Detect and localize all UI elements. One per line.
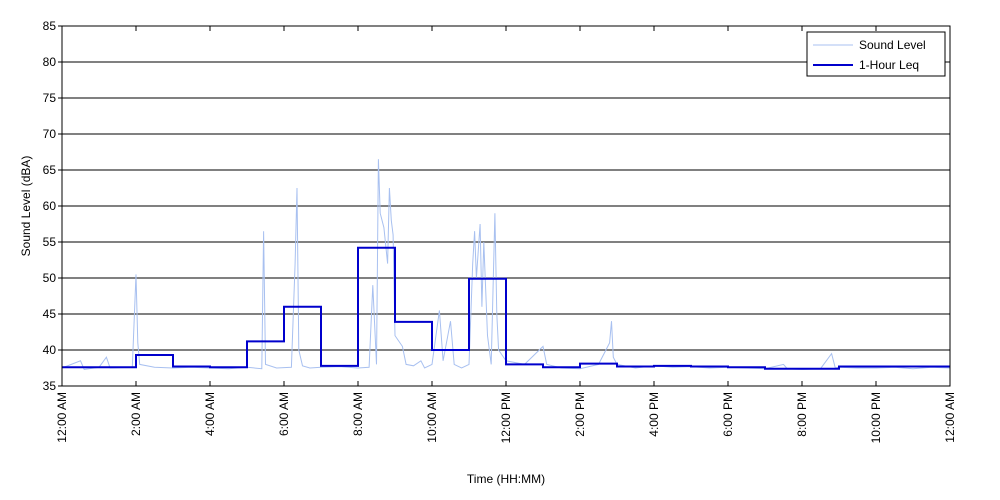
y-axis-label: Sound Level (dBA): [19, 156, 33, 257]
x-tick-label-3: 6:00 AM: [277, 392, 291, 436]
series-sound-level-line: [61, 159, 951, 370]
x-tick-label-5: 10:00 AM: [425, 392, 439, 443]
y-tick-label-55: 55: [43, 235, 57, 249]
x-tick-label-4: 8:00 AM: [351, 392, 365, 436]
y-tick-label-75: 75: [43, 91, 57, 105]
x-tick-label-10: 8:00 PM: [795, 392, 809, 437]
series-1-hour-leq-line: [62, 246, 950, 370]
x-tick-label-11: 10:00 PM: [869, 392, 883, 443]
x-tick-label-2: 4:00 AM: [203, 392, 217, 436]
x-tick-label-7: 2:00 PM: [573, 392, 587, 437]
y-tick-label-50: 50: [43, 271, 57, 285]
y-tick-label-85: 85: [43, 19, 57, 33]
legend: Sound Level 1-Hour Leq: [806, 31, 946, 77]
y-tick-label-65: 65: [43, 163, 57, 177]
y-tick-label-45: 45: [43, 307, 57, 321]
x-tick-label-9: 6:00 PM: [721, 392, 735, 437]
x-tick-label-12: 12:00 AM: [943, 392, 957, 443]
y-tick-label-40: 40: [43, 343, 57, 357]
y-tick-label-70: 70: [43, 127, 57, 141]
series-layer: [61, 159, 951, 370]
axis-ticks: 35 40 45 50 55 60 65 70 75 80 85 12:00 AM 2:00 AM 4:0…: [43, 19, 957, 443]
x-tick-label-0: 12:00 AM: [55, 392, 69, 443]
y-tick-label-35: 35: [43, 379, 57, 393]
x-axis-label: Time (HH:MM): [467, 472, 545, 486]
x-tick-label-8: 4:00 PM: [647, 392, 661, 437]
x-tick-label-1: 2:00 AM: [129, 392, 143, 436]
legend-label-1-hour-leq: 1-Hour Leq: [859, 58, 919, 72]
x-tick-label-6: 12:00 PM: [499, 392, 513, 443]
legend-box: [806, 31, 946, 77]
legend-label-sound-level: Sound Level: [859, 38, 926, 52]
y-tick-label-60: 60: [43, 199, 57, 213]
y-tick-label-80: 80: [43, 55, 57, 69]
